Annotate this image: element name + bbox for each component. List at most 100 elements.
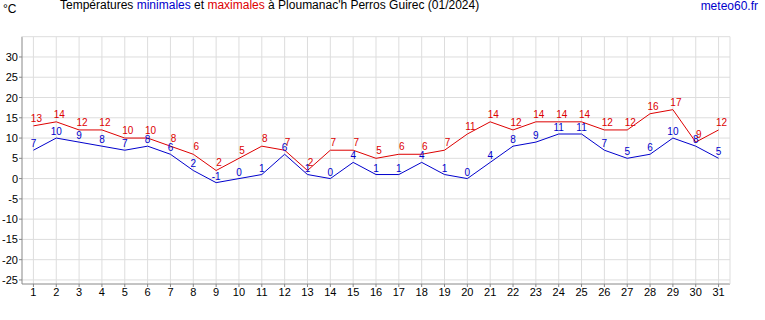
data-label: 11: [465, 121, 476, 132]
x-grid: [261, 37, 262, 284]
data-label: 8: [171, 133, 177, 144]
y-tick: [19, 239, 22, 240]
data-label: 5: [376, 145, 382, 156]
data-label: 12: [716, 117, 728, 128]
y-tick: [19, 178, 22, 179]
data-label: 10: [51, 126, 63, 137]
data-label: 12: [77, 117, 89, 128]
data-label: 5: [716, 146, 722, 157]
data-label: 17: [670, 97, 682, 108]
data-label: 11: [554, 122, 565, 133]
data-label: 14: [533, 109, 545, 120]
data-label: 5: [624, 146, 630, 157]
data-label: 9: [533, 130, 539, 141]
x-tick-label: 21: [484, 286, 496, 298]
y-tick-label: 5: [12, 152, 18, 164]
x-grid: [79, 37, 80, 284]
data-label: 1: [396, 163, 402, 174]
data-label: 12: [510, 117, 522, 128]
background: [0, 0, 765, 320]
y-tick-label: 30: [6, 51, 18, 63]
data-label: 6: [647, 142, 653, 153]
title-part: Températures: [60, 0, 137, 12]
x-tick-label: 29: [667, 286, 679, 298]
x-grid: [330, 37, 331, 284]
data-label: 11: [576, 122, 587, 133]
x-tick-label: 6: [145, 286, 151, 298]
x-tick-label: 1: [30, 286, 36, 298]
data-label: 9: [696, 129, 702, 140]
y-tick: [19, 97, 22, 98]
y-tick-label: 25: [6, 71, 18, 83]
y-tick-label: 10: [6, 132, 18, 144]
x-tick-label: 24: [553, 286, 565, 298]
y-tick-label: 0: [12, 173, 18, 185]
data-label: 14: [54, 109, 66, 120]
x-grid: [604, 37, 605, 284]
x-tick-label: 9: [213, 286, 219, 298]
x-grid: [558, 37, 559, 284]
data-label: 10: [667, 126, 679, 137]
data-label: 2: [308, 157, 314, 168]
x-grid: [398, 37, 399, 284]
data-label: -1: [212, 171, 221, 182]
title-part: à Ploumanac'h Perros Guirec (01/2024): [265, 0, 479, 12]
data-label: 7: [602, 138, 608, 149]
data-label: 6: [194, 141, 200, 152]
x-tick-label: 27: [621, 286, 633, 298]
x-tick-label: 20: [461, 286, 473, 298]
x-tick-label: 4: [99, 286, 105, 298]
data-label: 7: [353, 137, 359, 148]
x-tick-label: 30: [690, 286, 702, 298]
data-label: 6: [422, 141, 428, 152]
x-grid: [56, 37, 57, 284]
x-tick-label: 17: [393, 286, 405, 298]
title-series-name: maximales: [207, 0, 264, 12]
x-grid: [581, 37, 582, 284]
x-tick-label: 10: [233, 286, 245, 298]
x-tick-label: 15: [347, 286, 359, 298]
x-grid: [672, 37, 673, 284]
x-grid: [650, 37, 651, 284]
x-tick-label: 22: [507, 286, 519, 298]
title-part: et: [191, 0, 208, 12]
y-tick: [19, 279, 22, 280]
y-label: °C: [3, 2, 17, 16]
y-tick: [19, 77, 22, 78]
x-tick-label: 8: [190, 286, 196, 298]
data-label: 0: [328, 167, 334, 178]
y-tick-label: -25: [2, 274, 18, 286]
data-label: 8: [99, 134, 105, 145]
data-label: 4: [487, 150, 493, 161]
data-label: 16: [648, 101, 660, 112]
x-grid: [535, 37, 536, 284]
x-tick-label: 3: [76, 286, 82, 298]
data-label: 12: [625, 117, 637, 128]
x-grid: [284, 37, 285, 284]
x-grid: [444, 37, 445, 284]
x-grid: [718, 37, 719, 284]
x-tick-label: 19: [438, 286, 450, 298]
y-tick-label: -10: [2, 213, 18, 225]
data-label: 7: [331, 137, 337, 148]
x-grid: [33, 37, 34, 284]
y-tick: [19, 259, 22, 260]
data-label: 4: [350, 150, 356, 161]
chart: -25-20-15-10-505101520253012345678910111…: [0, 0, 765, 320]
data-label: 13: [31, 113, 43, 124]
x-grid: [467, 37, 468, 284]
data-label: 14: [556, 109, 568, 120]
data-label: 10: [145, 125, 157, 136]
title: Températures minimales et maximales à Pl…: [60, 0, 479, 12]
x-grid: [238, 37, 239, 284]
x-tick-label: 16: [370, 286, 382, 298]
data-label: 10: [122, 125, 134, 136]
x-grid: [170, 37, 171, 284]
x-grid: [124, 37, 125, 284]
x-grid: [147, 37, 148, 284]
y-tick-label: -15: [2, 233, 18, 245]
data-label: 7: [285, 137, 291, 148]
x-tick-label: 31: [712, 286, 724, 298]
data-label: 14: [579, 109, 591, 120]
y-tick: [19, 56, 22, 57]
